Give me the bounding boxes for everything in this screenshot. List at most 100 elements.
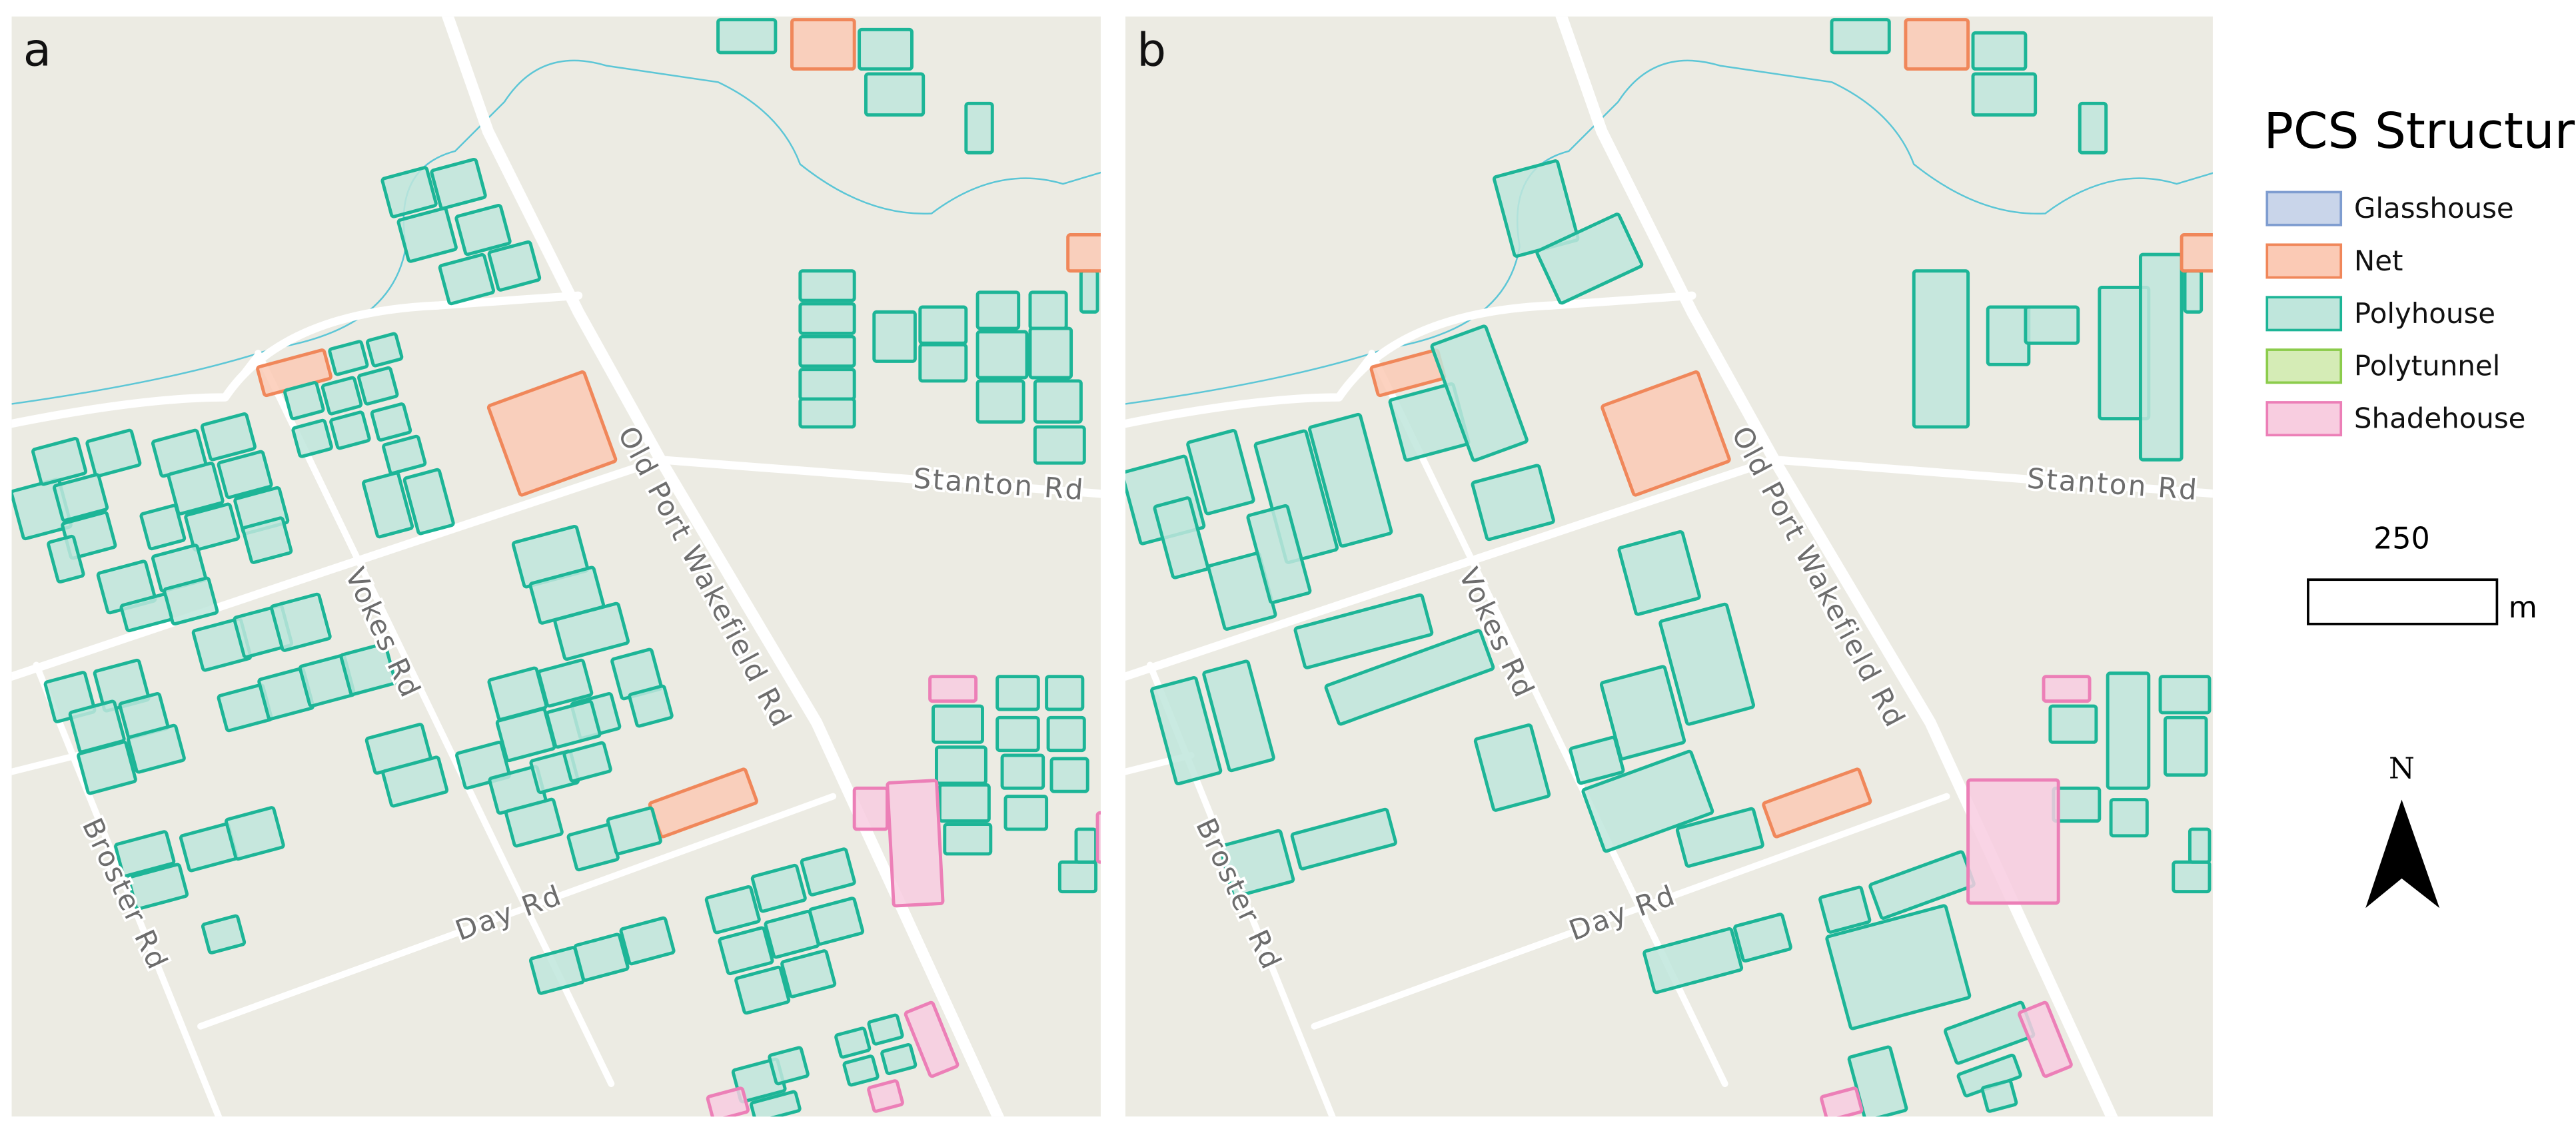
structure-polygon	[2052, 786, 2102, 823]
structure-polygon	[1912, 269, 1970, 429]
structure-polygon	[200, 412, 257, 462]
structure-polygon	[1033, 425, 1086, 465]
structure-polygon	[2158, 675, 2212, 715]
scale-unit: m	[2509, 591, 2537, 625]
legend-swatch	[2265, 190, 2343, 226]
road	[656, 456, 1101, 498]
structure-polygon	[2163, 715, 2208, 777]
legend-label: Polyhouse	[2354, 297, 2495, 330]
structure-polygon	[31, 436, 88, 486]
legend-title: PCS Structure	[2263, 103, 2576, 160]
structure-polygon	[1617, 530, 1701, 616]
road	[1770, 456, 2213, 498]
structure-polygon	[201, 914, 247, 954]
structure-polygon	[886, 779, 945, 908]
structure-polygon	[2024, 305, 2080, 345]
structure-polygon	[1430, 324, 1529, 462]
structure-polygon	[768, 1046, 810, 1086]
legend-label: Polytunnel	[2354, 350, 2500, 382]
structure-polygon	[1971, 72, 2038, 117]
structure-polygon	[1581, 749, 1714, 853]
structure-polygon	[2018, 1000, 2073, 1078]
structure-polygon	[47, 534, 85, 583]
structure-polygon	[1186, 428, 1255, 516]
structure-polygon	[329, 410, 371, 450]
structure-polygon	[852, 786, 889, 831]
structure-polygon	[995, 715, 1040, 753]
structure-polygon	[800, 847, 856, 897]
structure-polygon	[362, 471, 414, 539]
structure-polygon	[1675, 807, 1764, 868]
structure-polygon	[943, 823, 993, 856]
structure-polygon	[119, 592, 173, 633]
structure-polygon	[975, 379, 1025, 424]
structure-polygon	[918, 343, 968, 383]
structure-polygon	[370, 402, 412, 442]
structure-polygon	[975, 330, 1029, 380]
structure-polygon	[1003, 795, 1049, 831]
structure-polygon	[1599, 665, 1686, 761]
structure-polygon	[365, 332, 404, 368]
structure-polygon	[858, 27, 914, 71]
structure-polygon	[706, 1086, 750, 1117]
structure-polygon	[381, 755, 449, 808]
structure-polygon	[241, 516, 293, 564]
structure-polygon	[1324, 629, 1495, 726]
structure-polygon	[380, 166, 438, 218]
north-arrow: N	[2365, 752, 2440, 909]
road	[197, 793, 837, 1030]
structure-polygon	[1202, 659, 1275, 773]
structure-polygon	[918, 305, 968, 345]
structure-polygon	[1830, 18, 1891, 55]
road	[441, 16, 1005, 1117]
structure-polygon	[553, 601, 630, 661]
legend: PCS Structure Glasshouse Net Polyhouse Poly…	[2263, 103, 2576, 437]
structure-polygon	[487, 240, 542, 292]
structure-polygon	[798, 269, 856, 302]
structure-polygon	[867, 1013, 904, 1046]
structure-polygon	[2078, 101, 2108, 155]
structure-polygon	[842, 1054, 880, 1087]
structure-polygon	[734, 965, 791, 1015]
structure-polygon	[1033, 379, 1083, 424]
structure-polygon	[127, 863, 189, 911]
structure-polygon	[798, 397, 856, 429]
structure-polygon	[1658, 602, 1756, 726]
legend-label: Net	[2354, 244, 2403, 277]
structure-polygon	[1045, 675, 1085, 711]
structure-polygon	[1153, 496, 1209, 579]
structure-polygon	[932, 704, 984, 744]
structure-polygon	[291, 418, 333, 458]
structure-polygon	[1079, 269, 1099, 314]
structure-polygon	[1246, 504, 1312, 605]
structure-polygon	[167, 462, 225, 516]
structure-polygon	[504, 797, 564, 848]
structure-polygon	[1762, 767, 1872, 839]
legend-swatch	[2265, 401, 2343, 437]
structure-polygon	[716, 18, 778, 55]
structure-polygon	[934, 745, 987, 785]
structure-polygon	[486, 370, 618, 497]
structure-polygon	[704, 885, 761, 935]
north-label: N	[2389, 752, 2415, 786]
scale-distance: 250	[2373, 522, 2430, 556]
structure-polygon	[798, 334, 856, 368]
road	[1335, 351, 1375, 401]
structure-polygon	[454, 203, 512, 256]
structure-polygon	[867, 1079, 904, 1113]
structure-polygon	[1057, 860, 1098, 894]
structure-polygon	[339, 642, 397, 696]
road	[222, 351, 262, 401]
structure-polygon	[1000, 753, 1045, 790]
north-arrow-shape	[2365, 799, 2440, 909]
structure-polygon	[430, 157, 487, 210]
structure-polygon	[545, 699, 602, 749]
structure-polygon	[995, 675, 1040, 711]
structure-polygon	[1471, 464, 1555, 542]
structure-polygon	[1473, 723, 1551, 812]
structure-polygon	[834, 1026, 872, 1059]
structure-polygon	[127, 723, 186, 774]
